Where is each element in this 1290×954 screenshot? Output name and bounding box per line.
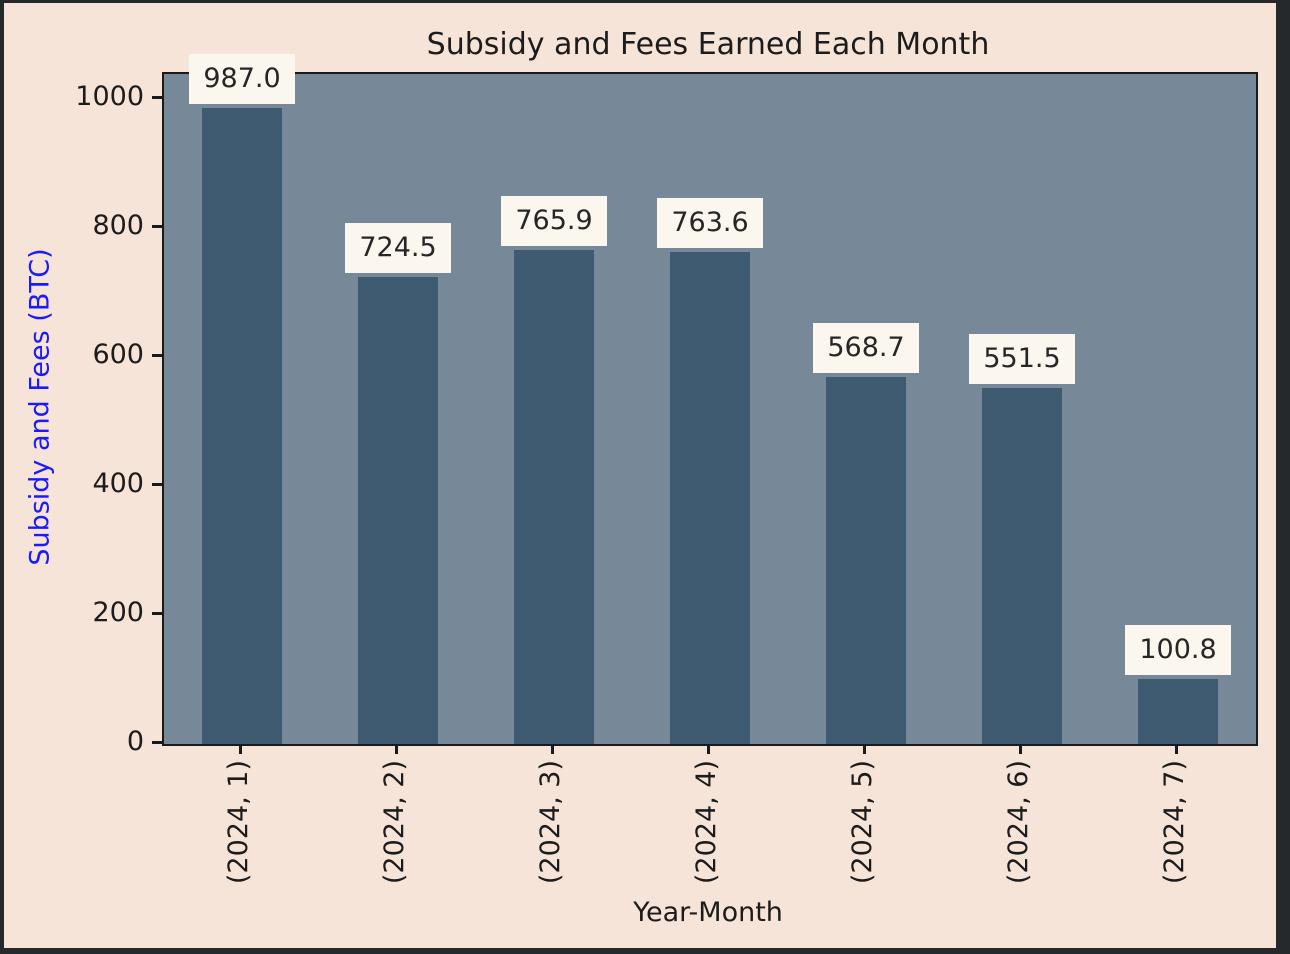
x-tick-label: (2024, 7) bbox=[1159, 760, 1190, 885]
x-tick-label: (2024, 5) bbox=[847, 760, 878, 885]
x-tick-mark bbox=[1175, 744, 1178, 754]
bar-value-label: 987.0 bbox=[189, 54, 295, 104]
x-tick-mark bbox=[1019, 744, 1022, 754]
x-tick-mark bbox=[239, 744, 242, 754]
bar bbox=[202, 108, 282, 744]
x-tick-label: (2024, 1) bbox=[223, 760, 254, 885]
bar bbox=[826, 377, 906, 744]
bar bbox=[670, 252, 750, 744]
y-tick-mark bbox=[152, 741, 162, 744]
bar-value-label: 763.6 bbox=[657, 198, 763, 248]
bar-value-label: 100.8 bbox=[1125, 625, 1231, 675]
x-tick-label: (2024, 2) bbox=[379, 760, 410, 885]
y-axis-label: Subsidy and Fees (BTC) bbox=[24, 248, 56, 566]
y-tick-mark bbox=[152, 612, 162, 615]
x-tick-mark bbox=[863, 744, 866, 754]
x-tick-mark bbox=[551, 744, 554, 754]
bar bbox=[1138, 679, 1218, 744]
y-tick-label: 400 bbox=[92, 468, 144, 499]
x-axis-label: Year-Month bbox=[633, 897, 783, 928]
y-tick-label: 0 bbox=[126, 726, 144, 757]
x-tick-label: (2024, 3) bbox=[535, 760, 566, 885]
bar bbox=[982, 388, 1062, 744]
y-tick-label: 600 bbox=[92, 339, 144, 370]
x-tick-mark bbox=[707, 744, 710, 754]
y-tick-mark bbox=[152, 354, 162, 357]
y-tick-mark bbox=[152, 96, 162, 99]
y-tick-label: 200 bbox=[92, 597, 144, 628]
figure-canvas: Subsidy and Fees Earned Each Month Subsi… bbox=[4, 3, 1276, 948]
chart-title: Subsidy and Fees Earned Each Month bbox=[426, 27, 990, 62]
bar-value-label: 551.5 bbox=[969, 334, 1075, 384]
bar bbox=[358, 277, 438, 744]
plot-area: 987.0 724.5 765.9 763.6 568.7 551.5 100.8 bbox=[162, 54, 1258, 746]
x-tick-label: (2024, 6) bbox=[1003, 760, 1034, 885]
y-tick-label: 800 bbox=[92, 210, 144, 241]
x-tick-mark bbox=[395, 744, 398, 754]
x-tick-label: (2024, 4) bbox=[691, 760, 722, 885]
bar bbox=[514, 250, 594, 744]
bar-value-label: 765.9 bbox=[501, 196, 607, 246]
y-tick-mark bbox=[152, 483, 162, 486]
y-tick-mark bbox=[152, 225, 162, 228]
y-tick-label: 1000 bbox=[75, 81, 144, 112]
bar-value-label: 568.7 bbox=[813, 323, 919, 373]
bar-value-label: 724.5 bbox=[345, 223, 451, 273]
